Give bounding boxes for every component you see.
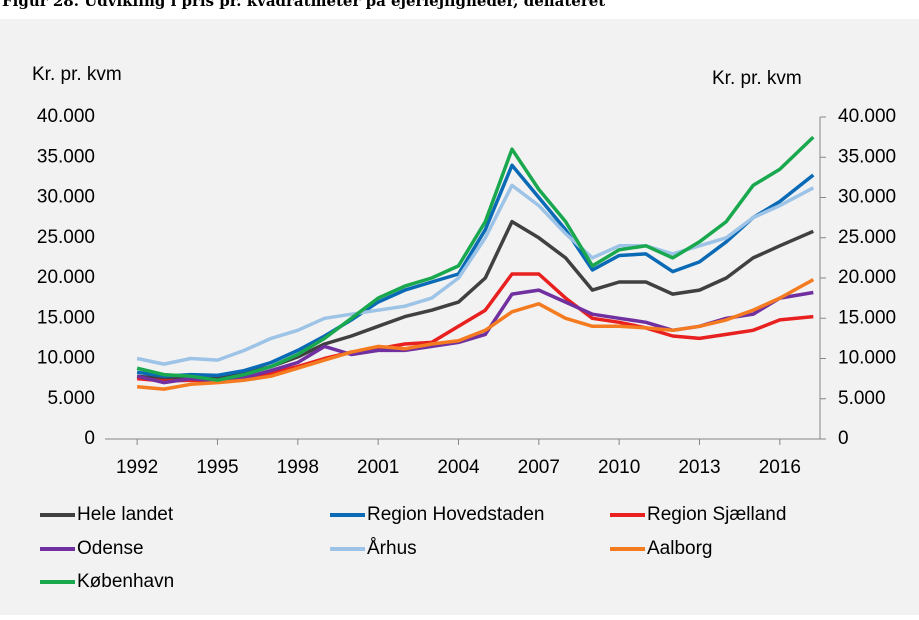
y-tick-label: 15.000: [37, 307, 95, 328]
plot-panel: [0, 19, 919, 615]
y2-tick-label: 20.000: [838, 267, 896, 288]
legend-label: Region Hovedstaden: [367, 504, 544, 525]
y-tick-label: 30.000: [37, 187, 95, 208]
y2-tick-label: 40.000: [838, 106, 896, 127]
y-axis-label: Kr. pr. kvm: [32, 64, 122, 85]
y2-tick-label: 10.000: [838, 348, 896, 369]
series-line: [136, 163, 815, 378]
y2-axis-label: Kr. pr. kvm: [712, 68, 802, 89]
series-line: [136, 278, 815, 391]
y-tick-label: 10.000: [37, 348, 95, 369]
y-tick-label: 20.000: [37, 267, 95, 288]
legend-label: Hele landet: [77, 504, 174, 525]
legend-label: Odense: [77, 538, 144, 559]
x-tick-label: 2010: [598, 457, 640, 478]
y2-tick-label: 35.000: [838, 146, 896, 167]
x-tick-label: 2016: [759, 457, 801, 478]
y-tick-label: 0: [84, 428, 95, 449]
series-line: [136, 135, 815, 382]
x-tick-label: 1995: [196, 457, 238, 478]
x-tick-label: 2004: [437, 457, 480, 478]
y2-tick-label: 25.000: [838, 227, 896, 248]
chart-title: Figur 28. Udvikling i pris pr. kvadratme…: [2, 0, 605, 10]
x-tick-label: 1998: [277, 457, 319, 478]
legend-label: København: [77, 571, 174, 592]
x-tick-label: 1992: [116, 457, 158, 478]
y2-tick-label: 0: [838, 428, 849, 449]
y2-tick-label: 30.000: [838, 187, 896, 208]
x-tick-label: 2007: [518, 457, 560, 478]
y-tick-label: 25.000: [37, 227, 95, 248]
y2-tick-label: 5.000: [838, 388, 886, 409]
legend-label: Region Sjælland: [647, 504, 786, 525]
y-tick-label: 5.000: [47, 388, 95, 409]
y-tick-label: 35.000: [37, 146, 95, 167]
series-line: [136, 183, 815, 366]
y2-tick-label: 15.000: [838, 307, 896, 328]
legend-label: Aalborg: [647, 538, 713, 559]
x-tick-label: 2013: [678, 457, 720, 478]
legend-label: Århus: [367, 538, 417, 559]
y-tick-label: 40.000: [37, 106, 95, 127]
x-tick-label: 2001: [357, 457, 399, 478]
